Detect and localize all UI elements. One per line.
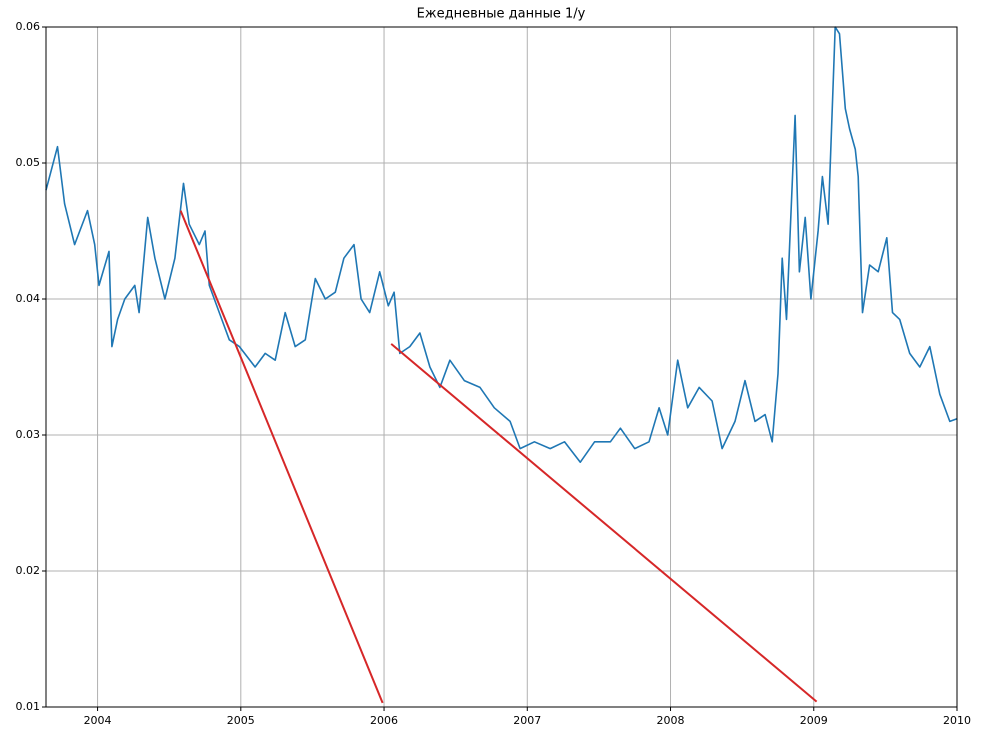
x-tick-label: 2010: [943, 714, 971, 727]
x-tick-label: 2004: [84, 714, 112, 727]
y-tick-label: 0.06: [16, 20, 41, 33]
x-tick-label: 2008: [657, 714, 685, 727]
y-tick-label: 0.02: [16, 564, 41, 577]
x-tick-label: 2005: [227, 714, 255, 727]
x-tick-label: 2007: [513, 714, 541, 727]
data-line: [179, 210, 384, 704]
plot-frame: [45, 26, 958, 708]
chart-title: Ежедневные данные 1/y: [417, 7, 586, 22]
data-line: [45, 26, 958, 463]
x-tick-label: 2009: [800, 714, 828, 727]
x-tick-label: 2006: [370, 714, 398, 727]
data-line: [390, 343, 818, 703]
y-tick-label: 0.01: [16, 700, 41, 713]
y-tick-label: 0.03: [16, 428, 41, 441]
y-tick-label: 0.04: [16, 292, 41, 305]
y-tick-label: 0.05: [16, 156, 41, 169]
